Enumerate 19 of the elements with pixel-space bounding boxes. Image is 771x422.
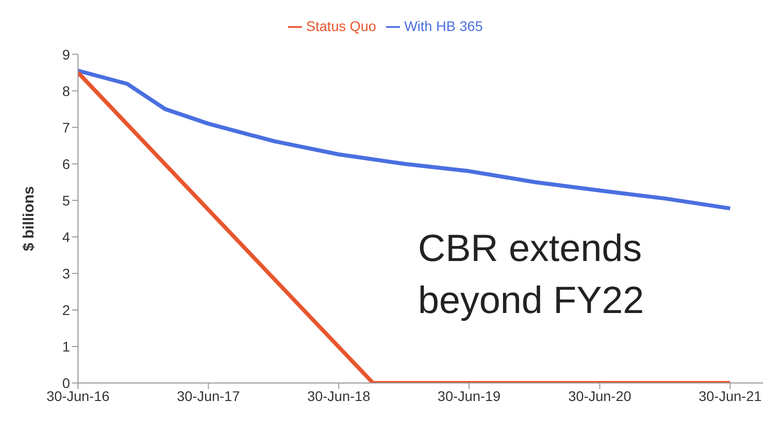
line-series (78, 68, 732, 210)
y-tick-label: 6 (62, 156, 70, 172)
annotation: CBR extends beyond FY22 (418, 227, 644, 324)
y-tick-label: 2 (62, 302, 70, 318)
x-tick-label: 30-Jun-18 (307, 388, 370, 404)
y-tick-label: 8 (62, 82, 70, 99)
y-tick-label: 5 (62, 192, 70, 208)
x-tick-label: 30-Jun-21 (698, 388, 762, 404)
x-tick-label: 30-Jun-20 (568, 388, 632, 404)
y-tick-label: 9 (62, 46, 70, 62)
legend-label: Status Quo (306, 18, 376, 34)
legend-label: With HB 365 (404, 18, 483, 34)
y-tick-label: 7 (62, 119, 70, 136)
y-axis-title: $ billions (20, 186, 38, 252)
x-tick-label: 30-Jun-19 (438, 388, 501, 404)
y-tick-label: 4 (62, 228, 70, 245)
y-tick-label: 3 (62, 265, 70, 282)
x-tick-label: 30-Jun-17 (176, 388, 240, 404)
y-tick-label: 1 (62, 338, 70, 354)
